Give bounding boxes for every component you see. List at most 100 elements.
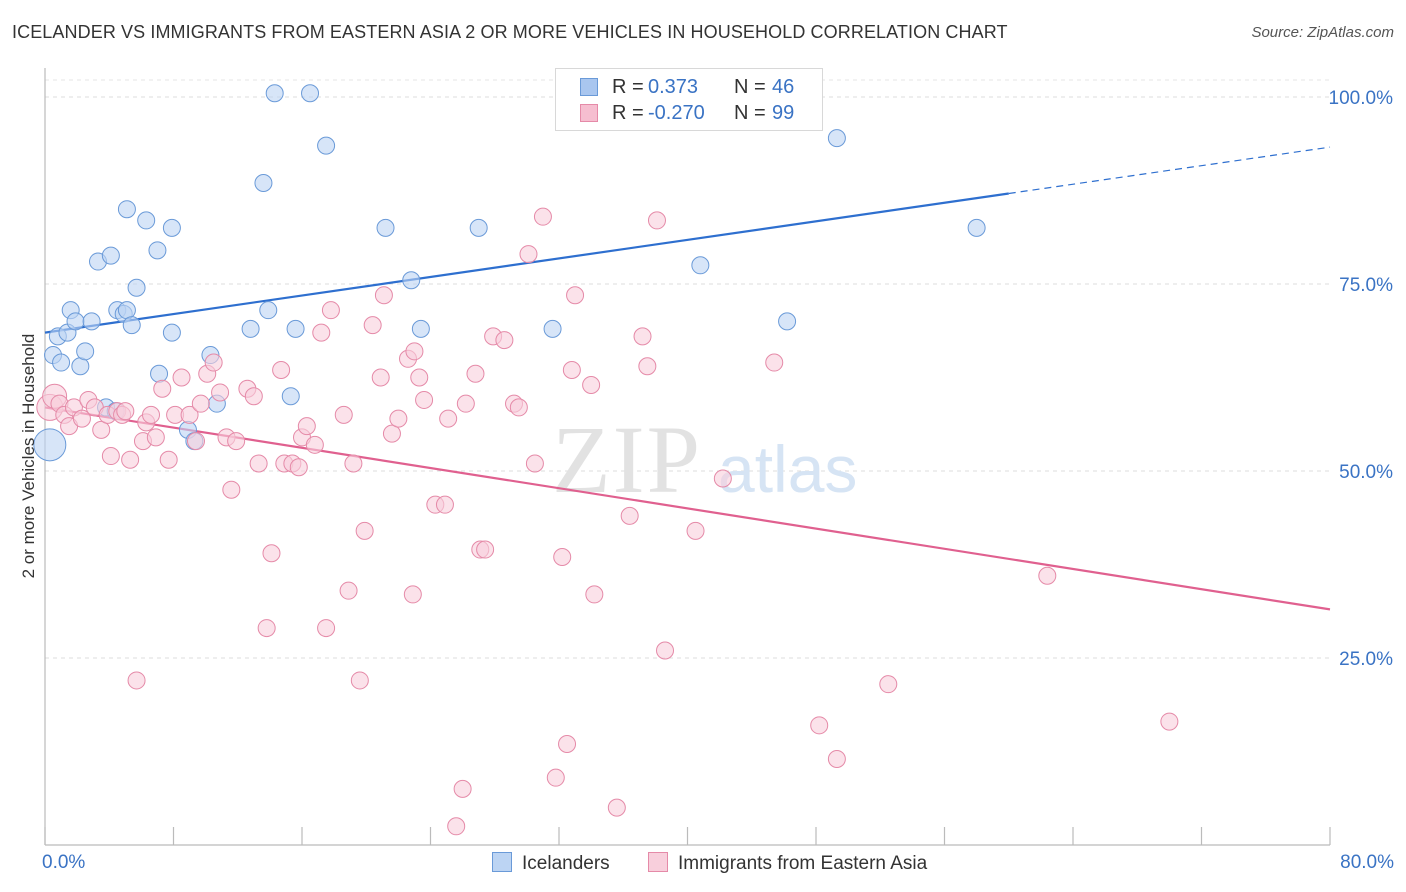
series-eastern-asia xyxy=(36,207,1179,836)
legend-r-label: R = xyxy=(612,102,644,124)
data-point xyxy=(82,312,101,331)
data-point xyxy=(162,218,181,237)
data-point xyxy=(546,768,565,787)
data-point xyxy=(691,256,710,275)
data-point xyxy=(334,405,353,424)
data-point xyxy=(127,278,146,297)
data-point xyxy=(142,405,161,424)
data-point xyxy=(159,450,178,469)
data-point xyxy=(317,619,336,638)
data-point xyxy=(71,357,90,376)
data-point xyxy=(254,174,273,193)
data-point xyxy=(620,506,639,525)
gridlines xyxy=(45,79,1330,659)
y-tick-label: 100.0% xyxy=(1329,88,1394,109)
watermark-atlas: atlas xyxy=(718,432,857,506)
legend-r-value: 0.373 xyxy=(648,76,699,98)
watermark-zip: ZIP xyxy=(552,406,702,513)
data-point xyxy=(382,424,401,443)
data-point xyxy=(371,368,390,387)
data-point xyxy=(389,409,408,428)
data-point xyxy=(778,312,797,331)
data-point xyxy=(241,319,260,338)
data-point xyxy=(466,364,485,383)
legend-n-label: N = xyxy=(734,76,766,98)
data-point xyxy=(321,301,340,320)
data-point xyxy=(204,353,223,372)
data-point xyxy=(447,817,466,836)
data-point xyxy=(301,84,320,103)
data-point xyxy=(289,458,308,477)
data-point xyxy=(350,671,369,690)
data-point xyxy=(162,323,181,342)
data-point xyxy=(222,480,241,499)
data-point xyxy=(317,136,336,155)
data-point xyxy=(453,779,472,798)
data-point xyxy=(607,798,626,817)
data-point xyxy=(66,312,85,331)
correlation-legend: R = 0.373 N = 46 R = -0.270 N = 99 xyxy=(555,68,823,131)
data-point xyxy=(344,454,363,473)
legend-swatch-eastern-asia xyxy=(580,104,598,122)
data-point xyxy=(411,319,430,338)
trend-lines xyxy=(44,146,1331,611)
data-point xyxy=(286,319,305,338)
data-point xyxy=(410,368,429,387)
bottom-legend-swatch-eastern-asia xyxy=(648,852,668,872)
data-point xyxy=(713,469,732,488)
data-point xyxy=(262,544,281,563)
data-point xyxy=(137,211,156,230)
bottom-legend-eastern-asia: Immigrants from Eastern Asia xyxy=(648,852,927,875)
data-point xyxy=(363,316,382,335)
data-point xyxy=(1038,566,1057,585)
data-point xyxy=(469,218,488,237)
data-point xyxy=(257,619,276,638)
data-point xyxy=(402,271,421,290)
data-point xyxy=(72,409,91,428)
y-tick-label: 50.0% xyxy=(1339,462,1393,483)
data-point xyxy=(525,454,544,473)
x-tick-label-min: 0.0% xyxy=(42,852,86,873)
data-point xyxy=(558,735,577,754)
data-point xyxy=(633,327,652,346)
data-point xyxy=(117,200,136,219)
data-point xyxy=(810,716,829,735)
bottom-legend-label-eastern-asia: Immigrants from Eastern Asia xyxy=(678,853,928,874)
data-point xyxy=(456,394,475,413)
data-point xyxy=(244,387,263,406)
data-point xyxy=(355,521,374,540)
data-point xyxy=(281,387,300,406)
data-point xyxy=(249,454,268,473)
data-point xyxy=(153,379,172,398)
data-point xyxy=(827,749,846,768)
bottom-legend-label-icelanders: Icelanders xyxy=(522,853,610,874)
data-point xyxy=(150,364,169,383)
data-point xyxy=(638,357,657,376)
data-points xyxy=(33,84,1179,836)
data-point xyxy=(101,246,120,265)
legend-r-value: -0.270 xyxy=(648,102,705,124)
data-point xyxy=(566,286,585,305)
data-point xyxy=(374,286,393,305)
data-point xyxy=(495,331,514,350)
data-point xyxy=(33,428,67,462)
data-point xyxy=(339,581,358,600)
legend-r-label: R = xyxy=(612,76,644,98)
data-point xyxy=(172,368,191,387)
data-point xyxy=(127,671,146,690)
trend-line-extension-icelanders xyxy=(1008,146,1331,195)
x-tick-label-max: 80.0% xyxy=(1340,852,1394,873)
data-point xyxy=(265,84,284,103)
data-point xyxy=(312,323,331,342)
data-point xyxy=(403,585,422,604)
data-point xyxy=(509,398,528,417)
chart-title: ICELANDER VS IMMIGRANTS FROM EASTERN ASI… xyxy=(12,22,1008,42)
data-point xyxy=(562,361,581,380)
legend-swatch-icelanders xyxy=(580,78,598,96)
data-point xyxy=(117,301,136,320)
data-point xyxy=(405,342,424,361)
trend-line-eastern-asia xyxy=(44,406,1331,611)
data-point xyxy=(765,353,784,372)
data-point xyxy=(376,218,395,237)
data-point xyxy=(647,211,666,230)
